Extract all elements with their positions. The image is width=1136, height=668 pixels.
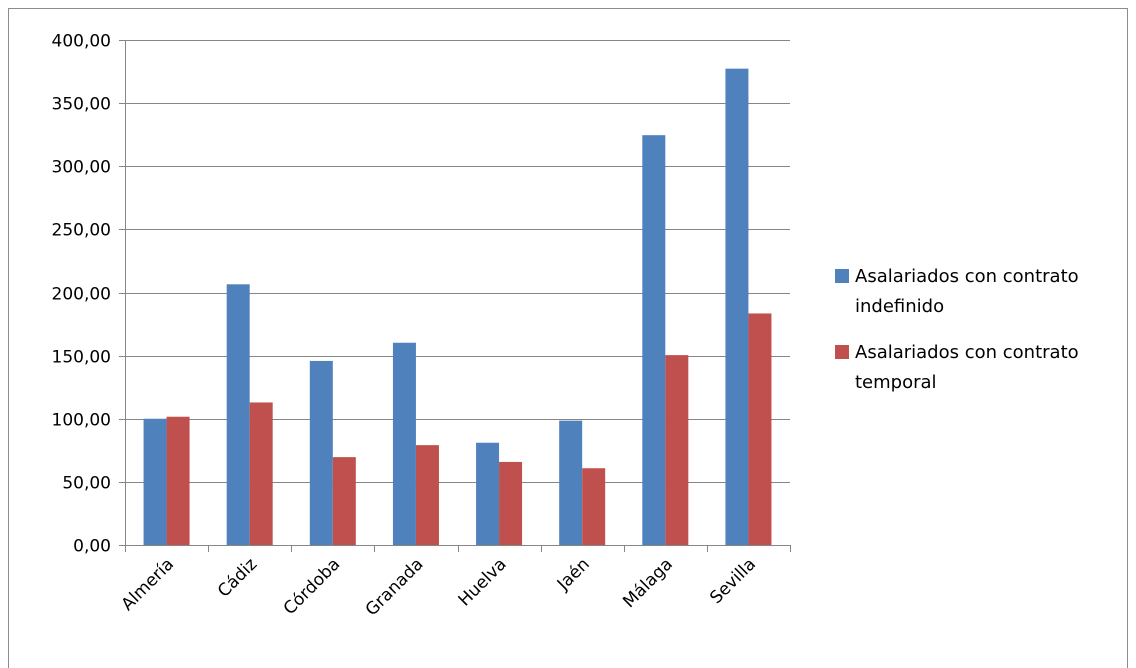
y-tick-label: 250,00 bbox=[52, 221, 111, 241]
bar-series-2-córdoba bbox=[332, 457, 356, 545]
x-tick-label: Sevilla bbox=[706, 554, 760, 608]
x-tick-label: Huelva bbox=[455, 554, 511, 610]
bar-series-1-sevilla bbox=[725, 68, 749, 545]
y-tick-label: 100,00 bbox=[52, 411, 111, 431]
axes bbox=[119, 40, 791, 552]
y-tick-label: 200,00 bbox=[52, 285, 111, 305]
legend-swatch-series-2 bbox=[835, 345, 849, 359]
bar-series-1-cádiz bbox=[226, 284, 250, 545]
x-tick-label: Málaga bbox=[619, 554, 677, 612]
y-tick-label: 0,00 bbox=[73, 537, 111, 557]
bars bbox=[143, 68, 772, 545]
y-tick-label: 50,00 bbox=[62, 474, 111, 494]
bar-series-1-huelva bbox=[476, 442, 500, 545]
chart-area bbox=[8, 8, 1128, 668]
y-axis-labels: 0,00 50,00 100,00 150,00 200,00 250,00 300,00 3… bbox=[52, 32, 111, 557]
legend: Asalariados con contrato indefinido Asalar… bbox=[835, 266, 1079, 393]
legend-swatch-series-1 bbox=[835, 269, 849, 283]
bar-series-2-huelva bbox=[499, 461, 523, 545]
bar-series-2-sevilla bbox=[748, 313, 772, 545]
x-tick-label: Jaén bbox=[553, 554, 594, 595]
bar-series-2-málaga bbox=[665, 355, 689, 545]
x-tick-label: Almería bbox=[118, 554, 178, 614]
bar-series-1-almería bbox=[143, 418, 167, 545]
x-axis-labels: Almería Cádiz Córdoba Granada Huelva Jaén Mála… bbox=[118, 554, 760, 620]
bar-series-1-córdoba bbox=[309, 360, 333, 545]
legend-label: indefinido bbox=[855, 296, 944, 317]
bar-series-2-granada bbox=[415, 445, 439, 545]
legend-label: temporal bbox=[855, 372, 937, 393]
y-tick-label: 400,00 bbox=[52, 32, 111, 52]
bar-series-1-granada bbox=[392, 342, 416, 545]
bar-series-1-jaén bbox=[559, 420, 583, 545]
bar-series-2-almería bbox=[166, 416, 190, 545]
x-tick-label: Cádiz bbox=[214, 554, 261, 601]
bar-series-2-cádiz bbox=[249, 402, 273, 545]
y-tick-label: 300,00 bbox=[52, 158, 111, 178]
y-tick-label: 350,00 bbox=[52, 95, 111, 115]
x-tick-label: Córdoba bbox=[280, 554, 345, 619]
bar-series-1-málaga bbox=[642, 135, 666, 545]
legend-label: Asalariados con contrato bbox=[855, 342, 1079, 363]
legend-label: Asalariados con contrato bbox=[855, 266, 1079, 287]
bar-series-2-jaén bbox=[582, 468, 606, 545]
x-tick-label: Granada bbox=[362, 554, 428, 620]
grid-lines bbox=[125, 40, 790, 483]
y-tick-label: 150,00 bbox=[52, 348, 111, 368]
